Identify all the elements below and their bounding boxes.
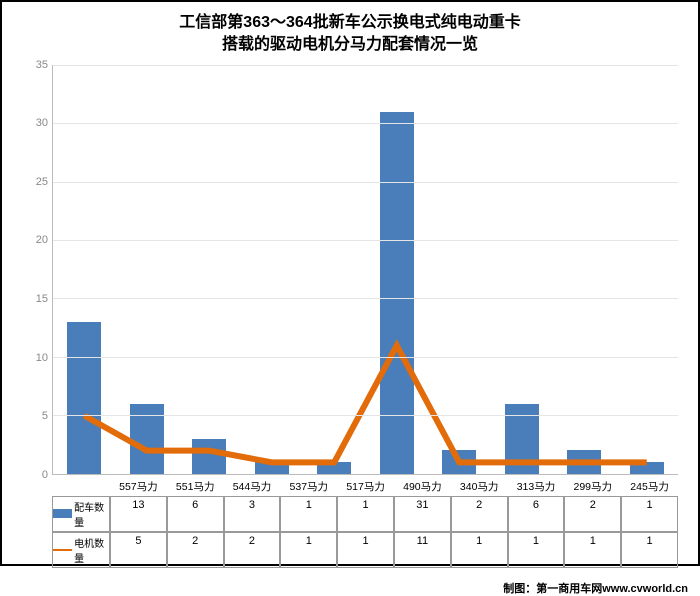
bar: [317, 462, 351, 474]
legend-line: 电机数量: [52, 532, 110, 568]
x-label: 544马力: [224, 475, 281, 496]
bar-cell: [53, 65, 116, 474]
legend-bar: 配车数量: [52, 496, 110, 532]
bar: [442, 450, 476, 473]
bar-cell: [428, 65, 491, 474]
y-tick: 25: [36, 176, 48, 188]
table-cell: 2: [451, 496, 508, 532]
x-axis-labels: 557马力551马力544马力537马力517马力490马力340马力313马力…: [52, 475, 678, 496]
x-label: 245马力: [621, 475, 678, 496]
bar-layer: [53, 65, 678, 474]
title-line-1: 工信部第363～364批新车公示换电式纯电动重卡: [22, 12, 678, 34]
y-axis: 05101520253035: [24, 65, 52, 475]
table-cell: 6: [167, 496, 224, 532]
x-label: 299马力: [564, 475, 621, 496]
x-label: 537马力: [280, 475, 337, 496]
x-label: 313马力: [508, 475, 565, 496]
plot-area: [52, 65, 678, 475]
table-cell: 1: [451, 532, 508, 568]
gridline: [53, 357, 678, 358]
legend-bar-label: 配车数量: [74, 499, 109, 529]
chart-title: 工信部第363～364批新车公示换电式纯电动重卡 搭载的驱动电机分马力配套情况一…: [22, 12, 678, 57]
y-tick: 0: [42, 469, 48, 481]
x-label: 557马力: [110, 475, 167, 496]
table-cell: 1: [337, 532, 394, 568]
bar-cell: [178, 65, 241, 474]
table-cell: 2: [564, 496, 621, 532]
bar: [130, 404, 164, 474]
table-cell: 1: [280, 532, 337, 568]
bar-cell: [491, 65, 554, 474]
bar-cell: [116, 65, 179, 474]
bar-swatch-icon: [53, 509, 72, 518]
chart-area: 05101520253035: [52, 65, 678, 475]
bar-cell: [616, 65, 679, 474]
bar-cell: [366, 65, 429, 474]
x-label: 340马力: [451, 475, 508, 496]
bar: [567, 450, 601, 473]
title-line-2: 搭载的驱动电机分马力配套情况一览: [22, 34, 678, 56]
bar: [505, 404, 539, 474]
gridline: [53, 298, 678, 299]
table-cell: 1: [508, 532, 565, 568]
data-row-bar: 配车数量 136311312621: [52, 496, 678, 532]
bar-cell: [303, 65, 366, 474]
x-label: 517马力: [337, 475, 394, 496]
gridline: [53, 65, 678, 66]
y-tick: 30: [36, 117, 48, 129]
xaxis-legend-spacer: [52, 475, 110, 496]
table-cell: 1: [621, 496, 678, 532]
gridline: [53, 182, 678, 183]
table-cell: 1: [337, 496, 394, 532]
bar-cell: [553, 65, 616, 474]
gridline: [53, 123, 678, 124]
table-cell: 3: [224, 496, 281, 532]
gridline: [53, 415, 678, 416]
data-row-line: 电机数量 52211111111: [52, 532, 678, 568]
bar: [630, 462, 664, 474]
table-cell: 13: [110, 496, 167, 532]
y-tick: 10: [36, 352, 48, 364]
legend-line-label: 电机数量: [74, 535, 109, 565]
y-tick: 15: [36, 293, 48, 305]
x-label: 551马力: [167, 475, 224, 496]
line-swatch-icon: [53, 549, 72, 551]
table-cell: 1: [621, 532, 678, 568]
table-cell: 1: [280, 496, 337, 532]
y-tick: 20: [36, 234, 48, 246]
bar: [192, 439, 226, 474]
y-tick: 35: [36, 59, 48, 71]
table-cell: 2: [224, 532, 281, 568]
bar-cell: [241, 65, 304, 474]
table-cell: 6: [508, 496, 565, 532]
bar: [255, 462, 289, 474]
table-cell: 2: [167, 532, 224, 568]
table-cell: 11: [394, 532, 451, 568]
table-cell: 31: [394, 496, 451, 532]
x-label: 490马力: [394, 475, 451, 496]
table-cell: 1: [564, 532, 621, 568]
bar: [380, 112, 414, 474]
credit-text: 制图：第一商用车网www.cvworld.cn: [22, 580, 688, 596]
bar: [67, 322, 101, 474]
y-tick: 5: [42, 410, 48, 422]
chart-container: 工信部第363～364批新车公示换电式纯电动重卡 搭载的驱动电机分马力配套情况一…: [0, 0, 700, 566]
table-cell: 5: [110, 532, 167, 568]
gridline: [53, 240, 678, 241]
